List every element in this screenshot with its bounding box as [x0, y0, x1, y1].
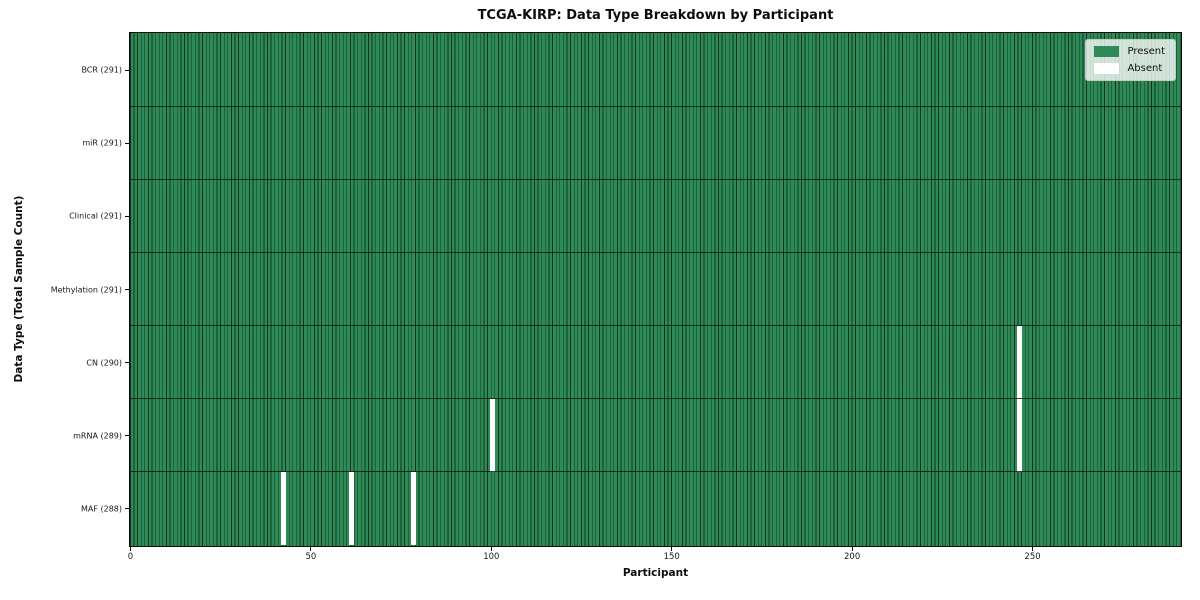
- legend-item: Present: [1094, 46, 1165, 57]
- absent-cell: [410, 471, 416, 545]
- legend-item: Absent: [1094, 63, 1165, 74]
- chart-title: TCGA-KIRP: Data Type Breakdown by Partic…: [477, 8, 834, 23]
- row-separator: [130, 471, 1181, 473]
- x-tick-mark: [671, 547, 673, 551]
- row-separator: [130, 105, 1181, 107]
- row-separator: [130, 398, 1181, 400]
- row-separator: [130, 325, 1181, 327]
- y-tick-label: Methylation (291): [50, 285, 122, 294]
- present-swatch-icon: [1094, 46, 1120, 57]
- y-tick-mark: [125, 289, 129, 290]
- y-tick-mark: [125, 215, 129, 217]
- y-tick-mark: [125, 69, 129, 71]
- y-tick-label: BCR (291): [81, 65, 122, 75]
- y-tick-mark: [125, 508, 129, 510]
- absent-cell: [1016, 325, 1022, 399]
- x-tick-label: 200: [844, 552, 861, 562]
- x-tick-label: 0: [127, 552, 134, 562]
- y-tick-mark: [125, 362, 129, 364]
- absent-cell: [490, 398, 496, 472]
- row-separator: [130, 251, 1181, 253]
- y-tick-mark: [125, 435, 129, 437]
- x-tick-label: 100: [483, 552, 500, 562]
- x-tick-mark: [490, 547, 492, 551]
- absent-swatch-icon: [1094, 63, 1120, 74]
- x-tick-label: 250: [1024, 552, 1041, 562]
- legend-item-label: Absent: [1127, 63, 1163, 74]
- y-tick-label: mRNA (289): [73, 431, 122, 441]
- y-tick-mark: [125, 142, 129, 144]
- absent-cell: [280, 471, 286, 545]
- y-tick-label: MAF (288): [80, 504, 122, 514]
- x-tick-mark: [1032, 547, 1034, 551]
- x-tick-mark: [130, 547, 131, 551]
- absent-cell: [349, 471, 355, 545]
- x-tick-mark: [310, 547, 312, 551]
- row-separator: [130, 178, 1181, 180]
- plot-area: Present Absent: [129, 32, 1182, 547]
- absent-cell: [1016, 398, 1022, 472]
- x-tick-label: 50: [305, 552, 317, 562]
- legend: Present Absent: [1085, 39, 1176, 81]
- x-tick-mark: [851, 547, 853, 551]
- x-tick-label: 150: [663, 552, 680, 562]
- x-axis-label: Participant: [622, 567, 689, 579]
- y-tick-label: Clinical (291): [69, 211, 122, 221]
- y-tick-label: miR (291): [82, 138, 122, 148]
- legend-item-label: Present: [1127, 46, 1165, 57]
- y-tick-label: CN (290): [86, 358, 122, 368]
